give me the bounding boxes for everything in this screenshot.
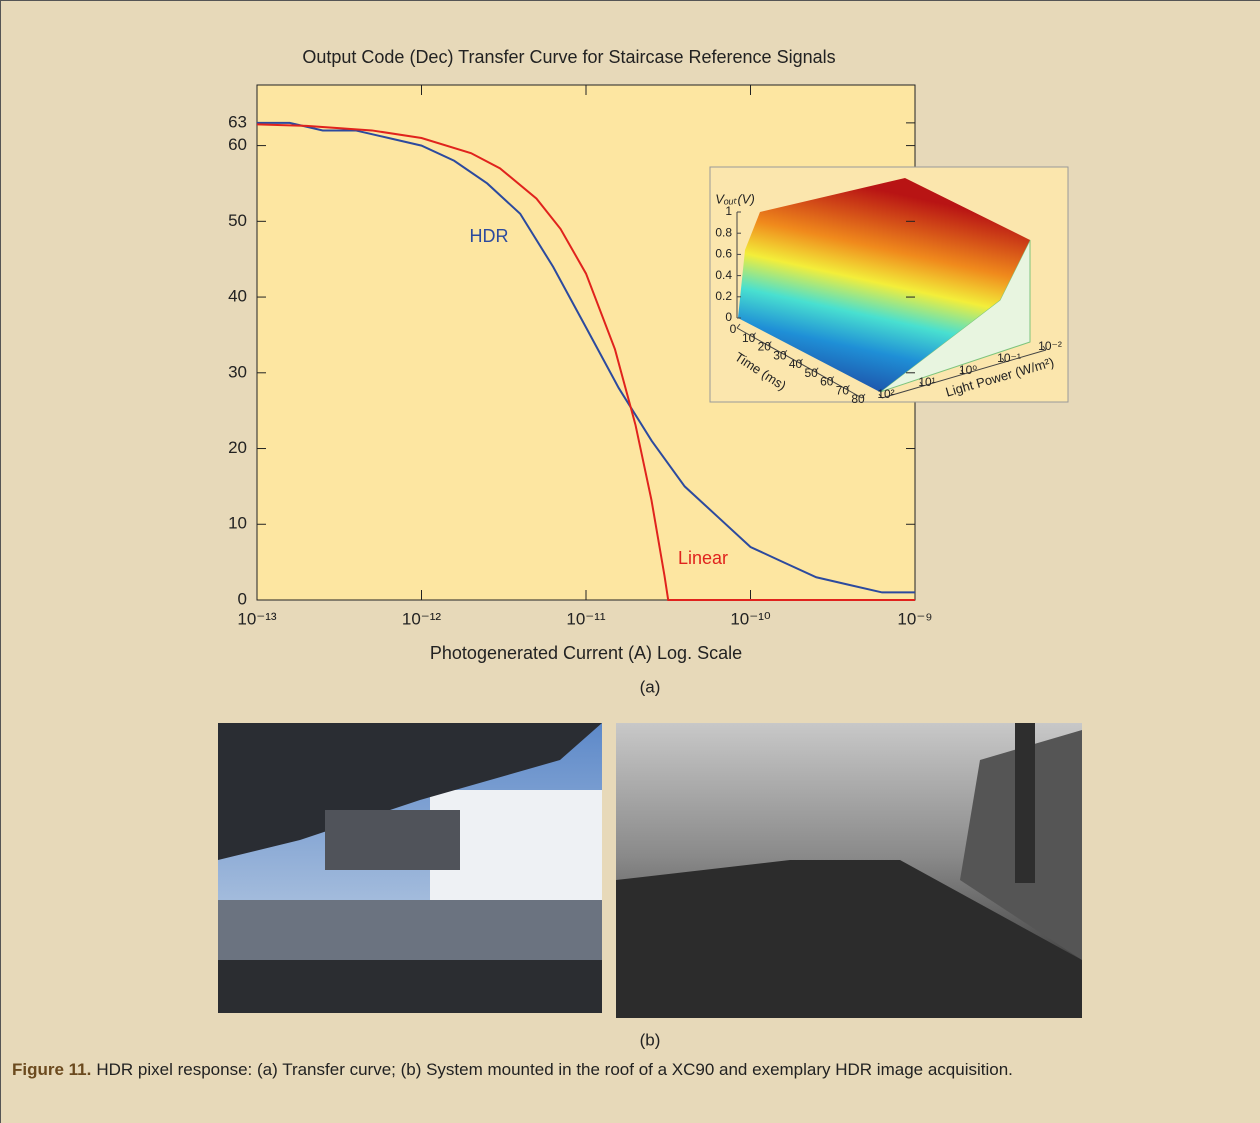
y-tick-label: 20 xyxy=(228,438,247,457)
x-tick-label: 10⁻¹¹ xyxy=(566,609,606,628)
photo-left xyxy=(218,723,602,1013)
inset-z-label: Vₒᵤₜ(V) xyxy=(715,191,755,206)
y-tick-label: 63 xyxy=(228,112,247,131)
inset-y-tick-label: 10⁰ xyxy=(959,363,977,377)
caption: Figure 11. HDR pixel response: (a) Transf… xyxy=(12,1060,1013,1079)
inset-x-tick-label: 10 xyxy=(742,331,756,345)
inset-x-tick-label: 40 xyxy=(789,357,803,371)
inset-z-tick-label: 0.6 xyxy=(715,247,732,261)
inset-y-tick-label: 10⁻¹ xyxy=(997,351,1021,365)
y-tick-label: 60 xyxy=(228,135,247,154)
x-tick-label: 10⁻¹³ xyxy=(237,609,277,628)
photo-right xyxy=(616,723,1082,1018)
inset-z-tick-label: 0.2 xyxy=(715,289,732,303)
figure: Output Code (Dec) Transfer Curve for Sta… xyxy=(0,0,1260,1123)
inset-x-tick-label: 70 xyxy=(836,383,850,397)
inset-x-tick-label: 60 xyxy=(820,375,834,389)
inset-z-tick-label: 0.4 xyxy=(715,268,732,282)
inset-z-tick-label: 0.8 xyxy=(715,225,732,239)
inset-x-tick-label: 0 xyxy=(730,322,737,336)
series-label: HDR xyxy=(470,226,509,246)
y-tick-label: 50 xyxy=(228,211,247,230)
chart-title: Output Code (Dec) Transfer Curve for Sta… xyxy=(302,47,835,67)
panel-label: (a) xyxy=(640,677,661,696)
inset-y-tick-label: 10² xyxy=(877,387,894,401)
y-tick-label: 30 xyxy=(228,362,247,381)
series-label: Linear xyxy=(678,548,728,568)
inset-y-tick-label: 10¹ xyxy=(918,375,935,389)
inset-x-tick-label: 80 xyxy=(851,392,865,406)
inset-x-tick-label: 20 xyxy=(758,340,772,354)
x-tick-label: 10⁻¹² xyxy=(402,609,442,628)
caption-label: Figure 11. xyxy=(12,1060,91,1079)
inset-y-tick-label: 10⁻² xyxy=(1038,339,1062,353)
y-tick-label: 0 xyxy=(238,589,247,608)
panel-label: (b) xyxy=(640,1030,661,1049)
y-tick-label: 10 xyxy=(228,514,247,533)
x-axis-label: Photogenerated Current (A) Log. Scale xyxy=(430,643,742,663)
x-tick-label: 10⁻¹⁰ xyxy=(730,609,771,628)
caption-text: HDR pixel response: (a) Transfer curve; … xyxy=(96,1060,1013,1079)
inset-x-tick-label: 50 xyxy=(804,366,818,380)
x-tick-label: 10⁻⁹ xyxy=(897,609,932,628)
inset-x-tick-label: 30 xyxy=(773,348,787,362)
y-tick-label: 40 xyxy=(228,287,247,306)
